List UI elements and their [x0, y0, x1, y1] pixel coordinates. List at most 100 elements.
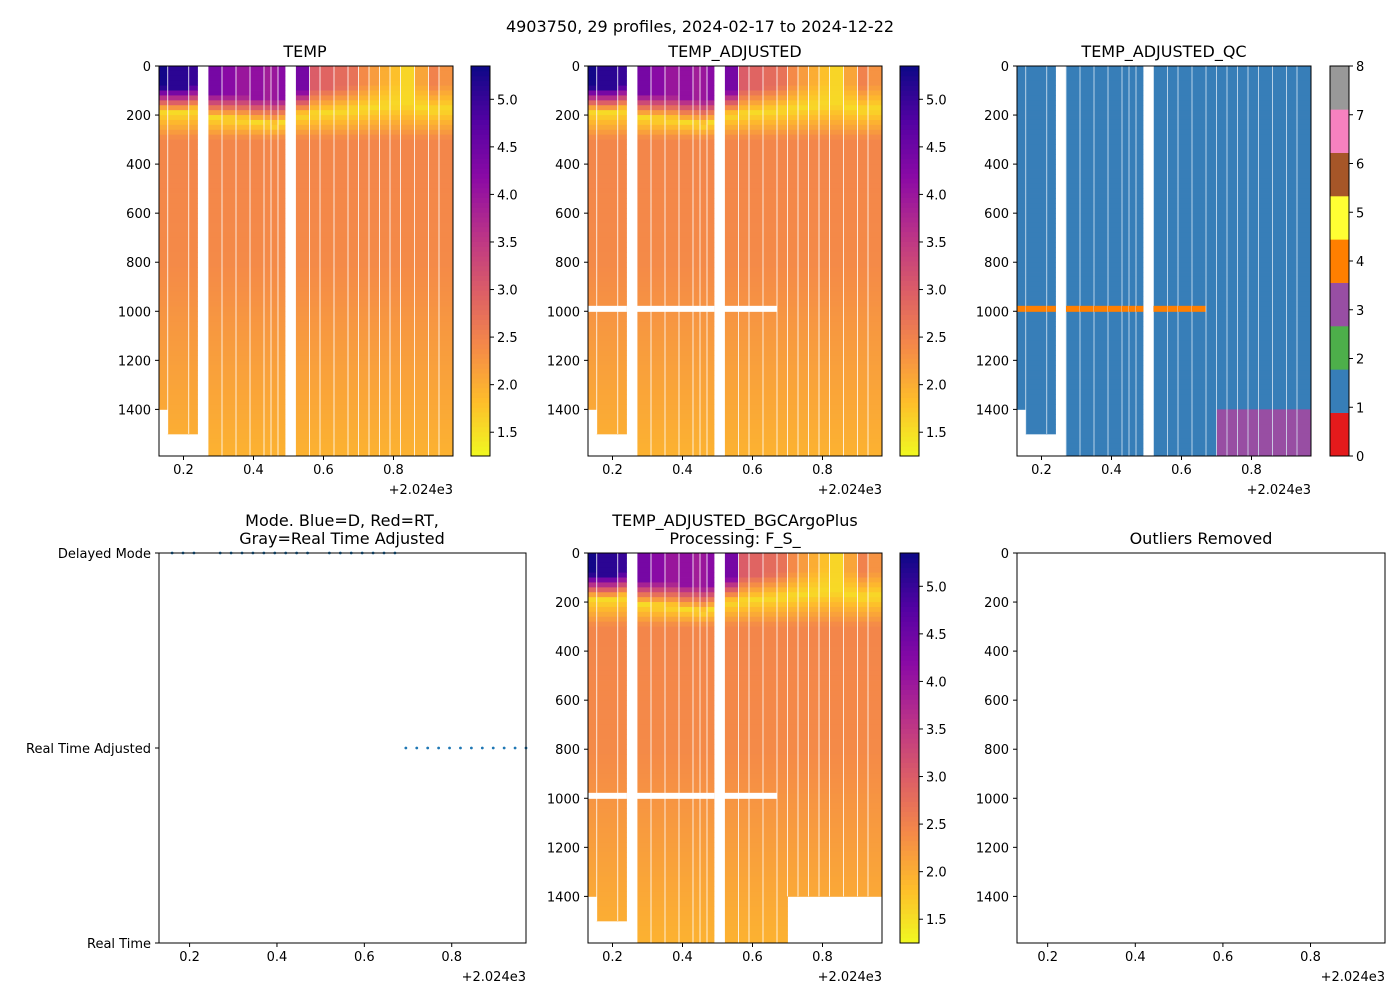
heatmap-cell [651, 110, 666, 116]
heatmap-cell [1080, 340, 1095, 347]
heatmap-cell [1178, 222, 1193, 229]
heatmap-cell [868, 95, 883, 101]
heatmap-cell [1108, 90, 1123, 96]
heatmap-cell [637, 375, 652, 381]
heatmap-cell [1094, 350, 1109, 356]
heatmap-cell [334, 139, 349, 145]
heatmap-cell [787, 360, 799, 366]
heatmap-cell [777, 129, 788, 136]
heatmap-cell [159, 340, 169, 347]
heatmap-cell [390, 75, 401, 82]
heatmap-cell [707, 296, 715, 302]
heatmap-cell [188, 115, 198, 121]
colorbar-step [900, 363, 919, 369]
heatmap-cell [390, 375, 401, 381]
heatmap-cell [264, 164, 272, 170]
heatmap-cell [1080, 375, 1095, 381]
heatmap-cell [763, 124, 778, 131]
heatmap-cell [369, 399, 380, 405]
heatmap-cell [665, 438, 680, 445]
heatmap-cell [1136, 453, 1144, 457]
heatmap-cell [309, 227, 321, 234]
heatmap-cell [1129, 389, 1137, 396]
heatmap-cell [428, 124, 440, 131]
heatmap-cell [320, 154, 335, 160]
heatmap-cell [868, 443, 883, 450]
heatmap-cell [1108, 311, 1123, 317]
heatmap-cell [857, 306, 869, 312]
heatmap-cell [1129, 173, 1137, 180]
heatmap-cell [868, 222, 883, 229]
heatmap-cell [617, 119, 627, 126]
y-tick-label: 600 [126, 207, 151, 222]
heatmap-cell [400, 433, 415, 440]
heatmap-cell [1122, 335, 1130, 342]
heatmap-cell [1025, 389, 1048, 396]
y-tick-label: 800 [555, 256, 580, 271]
heatmap-cell [428, 316, 440, 322]
heatmap-cell [358, 257, 370, 263]
heatmap-cell [188, 129, 198, 136]
heatmap-cell [700, 85, 708, 91]
heatmap-cell [777, 169, 788, 175]
heatmap-cell [1108, 272, 1123, 278]
heatmap-cell [167, 301, 190, 307]
heatmap-cell [738, 105, 750, 111]
heatmap-cell [167, 232, 190, 239]
heatmap-cell [1108, 105, 1123, 111]
heatmap-cell [1167, 124, 1179, 131]
heatmap-cell [400, 301, 415, 307]
heatmap-cell [390, 316, 401, 322]
heatmap-cell [1025, 80, 1048, 87]
heatmap-cell [400, 379, 415, 386]
heatmap-cell [1017, 335, 1027, 342]
heatmap-cell [439, 443, 454, 450]
heatmap-cell [334, 443, 349, 450]
heatmap-cell [724, 262, 739, 268]
heatmap-cell [208, 262, 223, 268]
heatmap-cell [637, 169, 652, 175]
heatmap-cell [428, 188, 440, 194]
heatmap-cell [1017, 70, 1027, 77]
heatmap-cell [843, 105, 858, 111]
heatmap-cell [1066, 75, 1081, 82]
heatmap-cell [763, 404, 778, 410]
heatmap-cell [1122, 389, 1130, 396]
heatmap-cell [278, 345, 286, 351]
colorbar-tick-label: 5.0 [926, 93, 947, 108]
heatmap-cell [798, 384, 809, 391]
heatmap-cell [348, 213, 359, 219]
heatmap-cell [320, 100, 335, 106]
heatmap-cell [1178, 70, 1193, 77]
heatmap-cell [617, 115, 627, 121]
heatmap-cell [414, 154, 429, 160]
heatmap-cell [819, 232, 830, 239]
heatmap-cell [320, 218, 335, 224]
heatmap-cell [348, 139, 359, 145]
heatmap-cell [208, 453, 223, 457]
heatmap-cell [693, 453, 701, 457]
heatmap-cell [167, 169, 190, 175]
heatmap-cell [829, 198, 844, 204]
heatmap-cell [1046, 404, 1056, 410]
heatmap-cell [250, 90, 265, 96]
heatmap-cell [295, 267, 310, 273]
heatmap-cell [857, 281, 869, 288]
heatmap-cell [843, 419, 858, 425]
heatmap-cell [390, 291, 401, 297]
heatmap-cell [1153, 85, 1168, 91]
heatmap-cell [390, 404, 401, 410]
heatmap-cell [320, 203, 335, 209]
heatmap-cell [738, 360, 750, 366]
heatmap-cell [700, 360, 708, 366]
heatmap-cell [414, 429, 429, 435]
heatmap-cell [1046, 139, 1056, 145]
heatmap-cell [348, 360, 359, 366]
heatmap-cell [724, 453, 739, 457]
heatmap-cell [250, 183, 265, 190]
heatmap-cell [348, 389, 359, 396]
heatmap-cell [1017, 85, 1027, 91]
heatmap-cell [1153, 95, 1168, 101]
heatmap-cell [1136, 110, 1144, 116]
heatmap-cell [250, 379, 265, 386]
